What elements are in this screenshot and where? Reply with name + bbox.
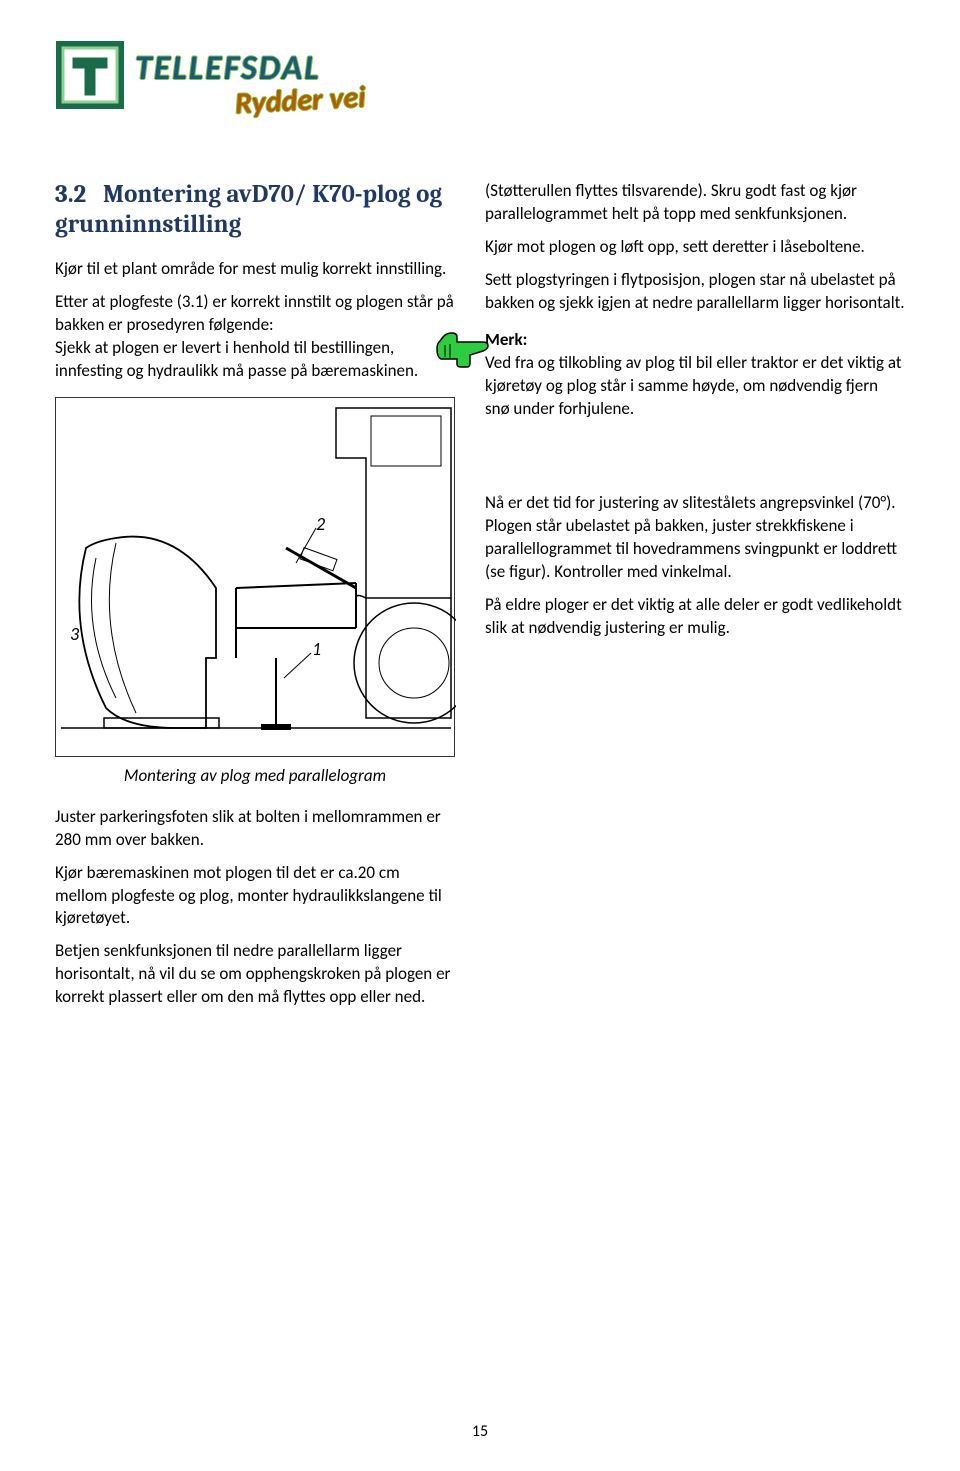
left-p4: Juster parkeringsfoten slik at bolten i … [55,806,455,852]
left-p2-3: Etter at plogfeste (3.1) er korrekt inns… [55,291,455,383]
brand-header: TELLEFSDAL Rydder vei [55,40,905,150]
left-column: 3.2Montering avD70/ K70-plog og grunninn… [55,180,455,1019]
right-p2: Kjør mot plogen og løft opp, sett derett… [485,236,905,259]
note-block: Merk: Ved fra og tilkobling av plog til … [485,329,905,421]
figure-mounting: 2 1 3 [55,397,455,757]
note-label: Merk: [485,329,527,350]
right-p5: På eldre ploger er det viktig at alle de… [485,594,905,640]
section-heading: 3.2Montering avD70/ K70-plog og grunninn… [55,180,455,240]
right-p3: Sett plogstyringen i flytposisjon, ploge… [485,269,905,315]
pointing-hand-icon [435,329,490,374]
heading-number: 3.2 [55,180,103,210]
left-p5: Kjør bæremaskinen mot plogen til det er … [55,862,455,931]
right-column: (Støtterullen flyttes tilsvarende). Skru… [485,180,905,1019]
brand-tagline: Rydder vei [234,79,366,123]
figure-caption: Montering av plog med parallelogram [55,765,455,786]
left-p6: Betjen senkfunksjonen til nedre parallel… [55,940,455,1009]
heading-title: Montering avD70/ K70-plog og grunninnsti… [55,180,442,239]
callout-1: 1 [312,638,321,660]
logo-mark [55,40,125,110]
note-text: Merk: Ved fra og tilkobling av plog til … [485,329,905,421]
right-p4: Nå er det tid for justering av sliteståI… [485,492,905,584]
callout-2: 2 [316,513,325,535]
left-p1: Kjør til et plant område for mest mulig … [55,258,455,281]
page-number: 15 [472,1422,488,1441]
right-p1: (Støtterullen flyttes tilsvarende). Skru… [485,180,905,226]
callout-3: 3 [70,623,79,645]
note-body: Ved fra og tilkobling av plog til bil el… [485,352,902,419]
content-columns: 3.2Montering avD70/ K70-plog og grunninn… [55,180,905,1019]
